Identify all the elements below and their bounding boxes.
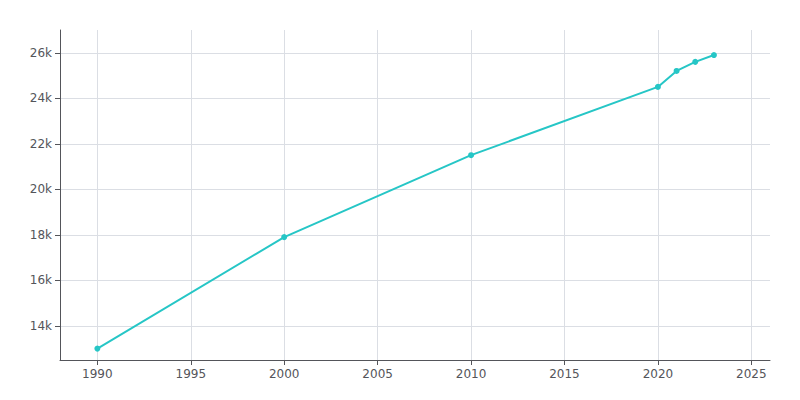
svg-text:22k: 22k	[30, 137, 52, 151]
svg-text:2015: 2015	[549, 367, 580, 381]
svg-text:26k: 26k	[30, 46, 52, 60]
svg-text:1990: 1990	[82, 367, 113, 381]
svg-text:20k: 20k	[30, 182, 52, 196]
svg-text:2020: 2020	[643, 367, 674, 381]
svg-text:2000: 2000	[269, 367, 300, 381]
svg-text:14k: 14k	[30, 319, 52, 333]
svg-text:2025: 2025	[736, 367, 767, 381]
svg-text:2010: 2010	[456, 367, 487, 381]
svg-text:1995: 1995	[176, 367, 207, 381]
svg-text:24k: 24k	[30, 91, 52, 105]
svg-text:18k: 18k	[30, 228, 52, 242]
svg-text:2005: 2005	[362, 367, 393, 381]
svg-text:16k: 16k	[30, 273, 52, 287]
